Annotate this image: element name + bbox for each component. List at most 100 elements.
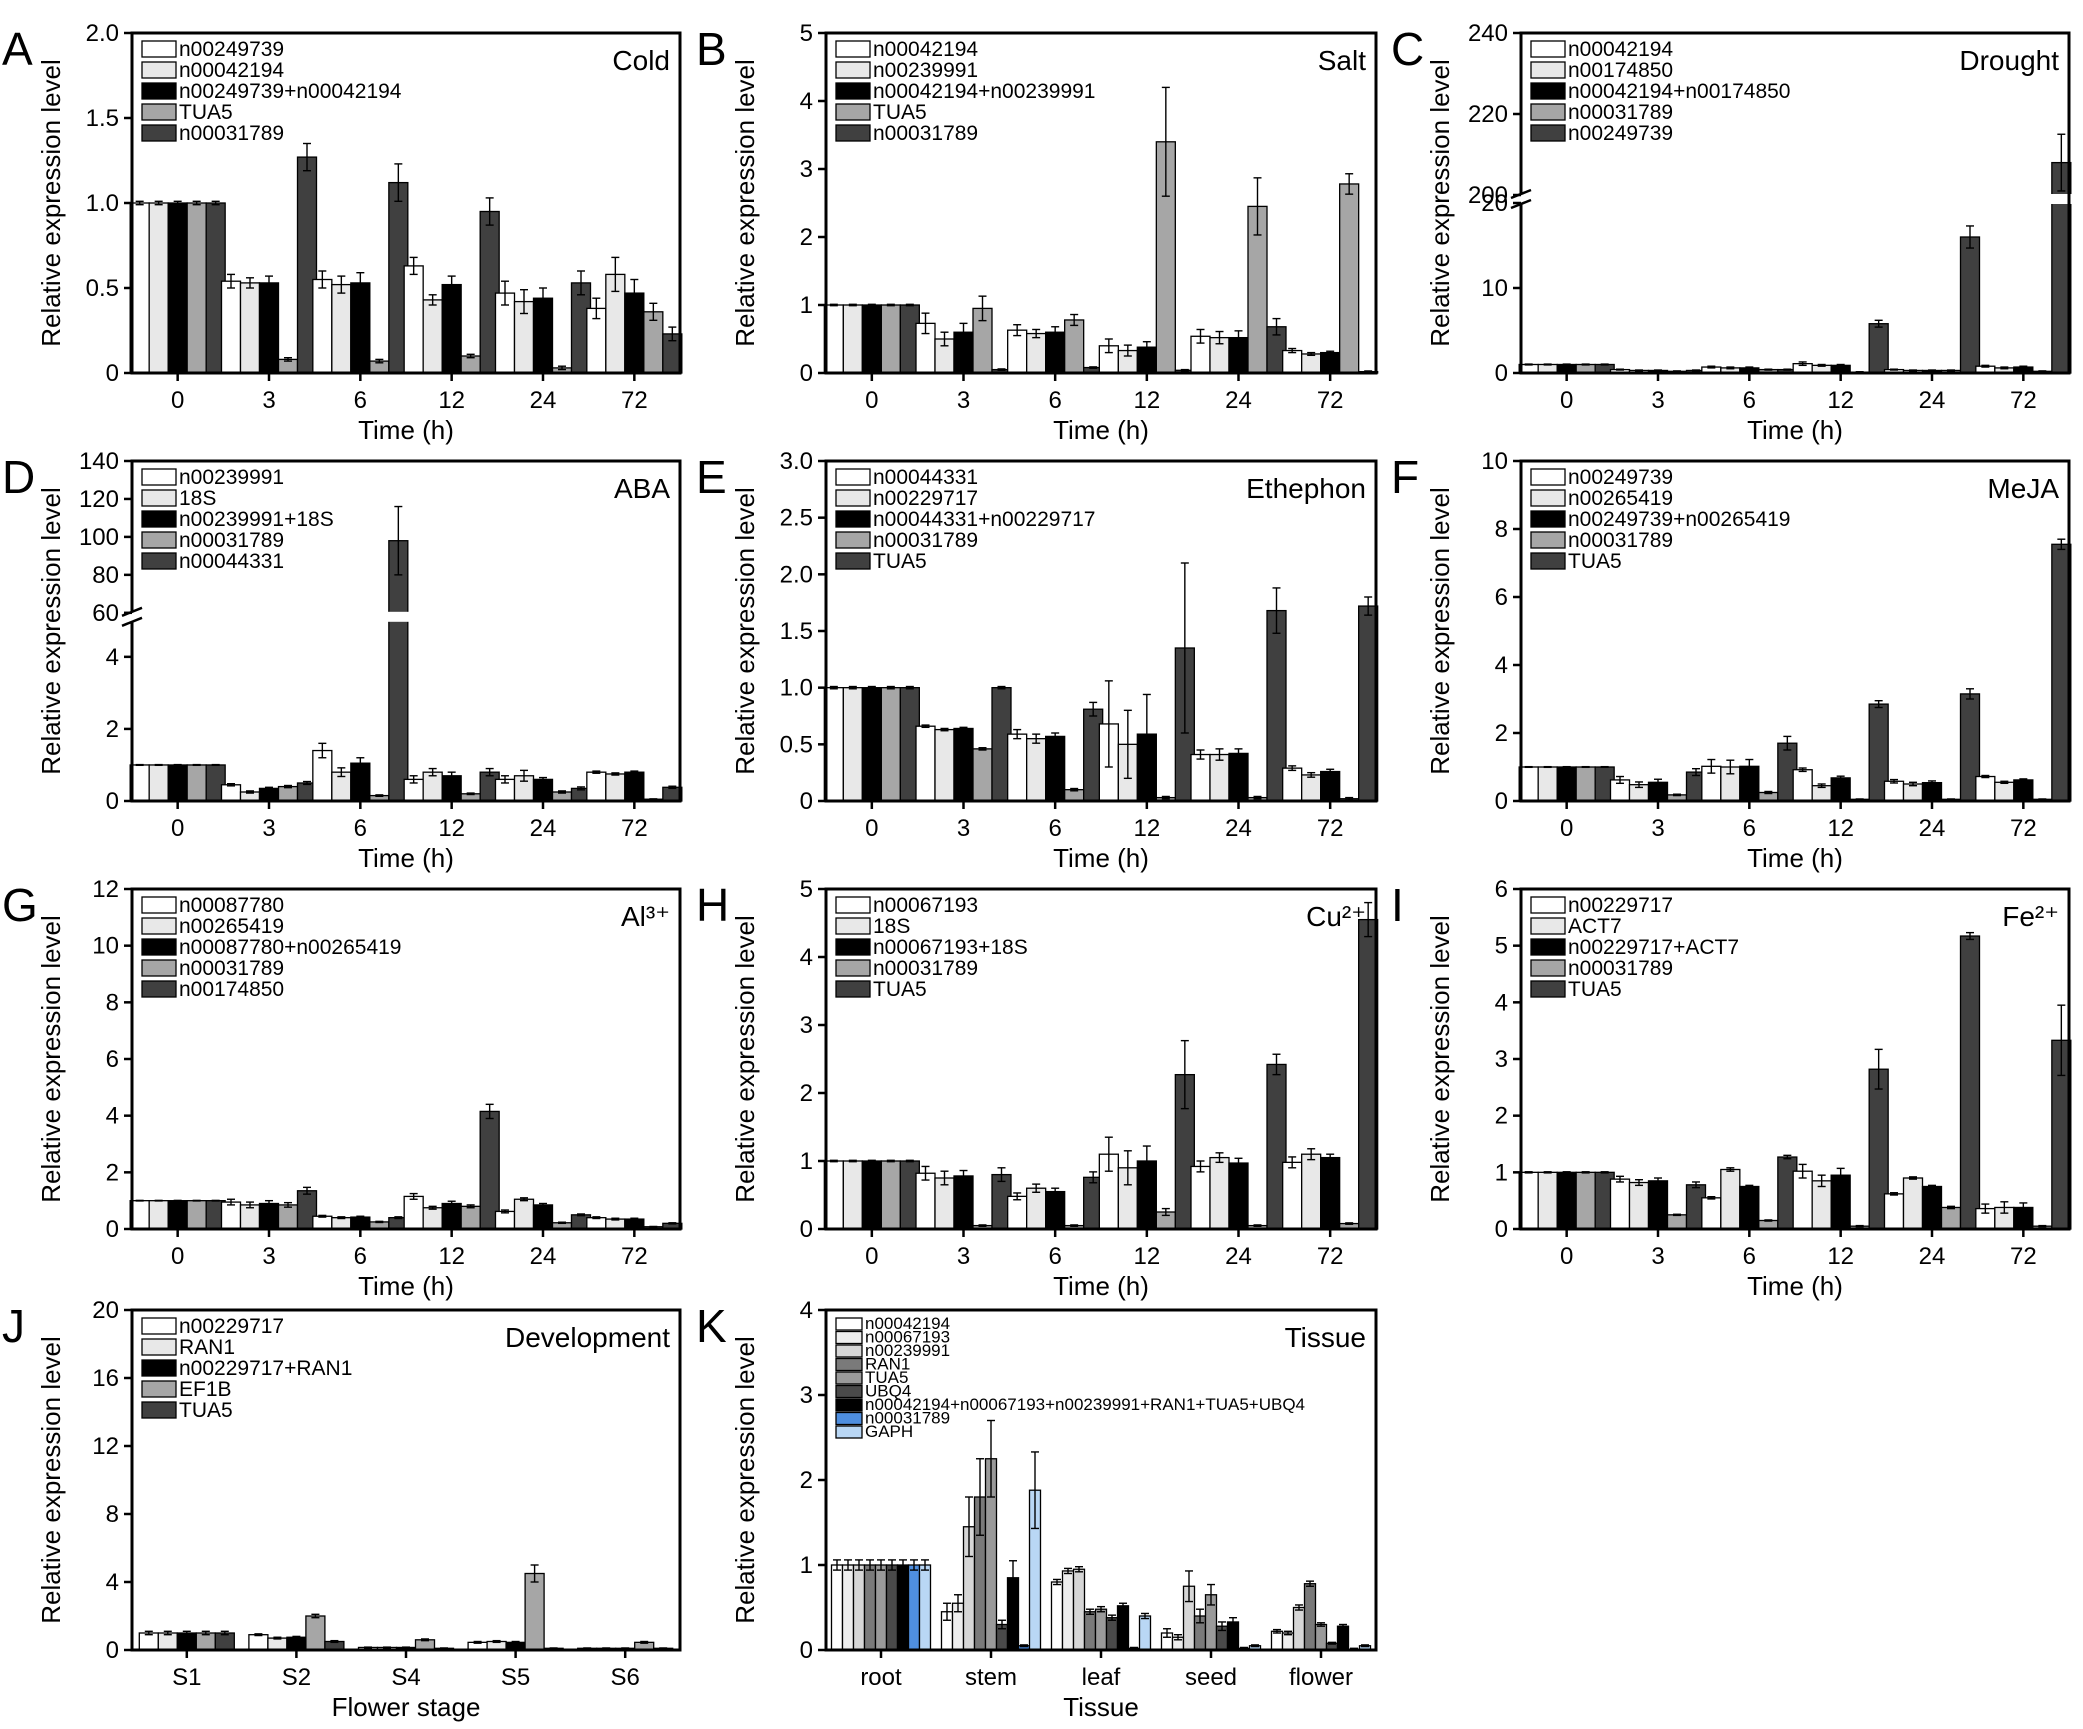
x-tick-label: 6 [354,815,367,842]
x-tick-label: 6 [1743,1243,1756,1270]
bar-B-n00239991-72 [1301,353,1322,374]
legend-label: n00042194 [873,38,978,61]
y-tick-label: 4 [1495,989,1508,1016]
x-tick-label: 3 [1651,815,1664,842]
bar-I-n00229717+ACT7-24 [1921,1185,1943,1230]
legend-swatch [835,1411,863,1426]
legend-swatch [835,1371,863,1385]
bar-E-n00031789-3 [972,748,993,802]
legend-label: n00031789 [1568,957,1673,980]
y-tick-label: 12 [92,876,119,903]
bar-G-n00265419-12 [422,1207,443,1230]
bar-I-n00031789-0 [1575,1171,1596,1230]
y-tick-label: 2.5 [780,505,813,532]
y-tick-label: 1 [800,292,813,319]
x-tick-label: 12 [1827,387,1854,414]
y-axis-label: Relative expression level [36,1336,66,1624]
bar-F-n00265419-72 [1994,781,2015,802]
bar-K-GAPH-leaf [1138,1615,1152,1651]
legend-label: RAN1 [179,1336,235,1359]
legend-label: n00042194+n00239991 [873,80,1096,103]
x-tick-label: 6 [354,1243,367,1270]
legend-swatch [835,1330,863,1345]
y-tick-label: 200 [1468,182,1508,209]
bar-K-n00042194+n00067193+n00239991+RAN1+TUA5+UBQ4-root [896,1564,910,1651]
bar-H-18S-6 [1026,1187,1047,1230]
bars-D [129,505,683,802]
y-tick-label: 1.5 [780,618,813,645]
break-gap [387,611,409,622]
bar-A-n00249739+n00042194-6 [350,282,371,374]
bar-A-n00249739+n00042194-0 [167,202,188,374]
x-axis-label: Flower stage [332,1692,481,1722]
y-tick-label: 4 [800,944,813,971]
legend-label: n00249739 [179,38,284,61]
legend-label: n00229717+RAN1 [179,1357,352,1380]
legend-swatch [141,510,177,528]
panel-E: 0 0.5 1.0 1.5 2.0 2.5 3.0 0 3 6 12 24 72 Time (h) Rela… [696,448,1379,873]
legend-label: n00174850 [179,978,284,1001]
x-tick-label: 0 [1560,387,1573,414]
bar-K-UBQ4-leaf [1105,1617,1119,1651]
bar-I-n00229717-12 [1792,1170,1813,1230]
bar-I-n00031789-3 [1666,1214,1688,1230]
y-tick-label: 4 [800,88,813,115]
legend-swatch [835,959,871,977]
y-tick-label: 2 [106,1159,119,1186]
bar-I-n00229717+ACT7-0 [1556,1171,1577,1230]
bar-F-n00249739-72 [1975,775,1996,802]
x-tick-label: 6 [1743,387,1756,414]
x-tick-label: 12 [438,387,465,414]
y-tick-label: 2 [106,716,119,743]
y-tick-label: 20 [1481,190,1508,217]
legend-label: n00031789 [873,957,978,980]
y-tick-label: 2 [800,1080,813,1107]
bar-E-n00044331-6 [1007,733,1028,802]
condition-title: MeJA [1987,473,2059,504]
legend-swatch [835,510,871,528]
plot-frame-F [1519,459,2071,803]
axis-break-mark [121,616,143,627]
x-tick-label: 12 [438,815,465,842]
y-tick-label: 6 [1495,584,1508,611]
bar-D-n00239991-72 [586,771,607,802]
x-tick-label: 24 [1919,815,1946,842]
x-tick-label: 24 [1919,387,1946,414]
legend-label: TUA5 [873,101,927,124]
legend-label: n00031789 [873,122,978,145]
legend-label: n00042194 [1568,38,1673,61]
bar-B-TUA5-0 [880,304,901,374]
legend-label: n00174850 [1568,59,1673,82]
y-tick-label: 0.5 [86,275,119,302]
condition-title: Cu²⁺ [1306,901,1366,932]
y-tick-label: 6 [1495,876,1508,903]
legend-label: n00044331 [873,466,978,489]
panel-letter: I [1391,879,1404,931]
legend-swatch [141,1359,177,1377]
legend-swatch [835,1384,863,1399]
bar-J-RAN1-S2 [267,1637,288,1651]
x-tick-label: S6 [611,1664,640,1691]
y-tick-label: 12 [92,1433,119,1460]
legend-swatch [835,489,871,507]
condition-title: Al³⁺ [621,901,670,932]
bar-K-UBQ4-root [885,1564,899,1651]
legend-swatch [835,917,871,935]
y-tick-label: 4 [106,644,119,671]
bar-H-18S-0 [842,1160,863,1230]
legend-swatch [141,61,177,79]
y-tick-label: 1 [1495,1159,1508,1186]
bar-G-n00087780-72 [586,1217,607,1230]
bar-B-n00042194+n00239991-0 [861,304,882,374]
panel-K: 0 1 2 3 4 root stem leaf seed flower Tissue Relativ… [696,1297,1378,1722]
x-tick-label: root [860,1664,902,1691]
bar-G-n00031789-3 [277,1204,299,1230]
legend-label: n00042194 [179,59,284,82]
plot-frame-H [824,887,1378,1231]
x-tick-label: 0 [865,815,878,842]
bars-C [1518,133,2072,374]
y-axis-label: Relative expression level [730,1336,760,1624]
bar-J-EF1B-S5 [524,1572,545,1651]
bar-G-n00087780+n00265419-12 [441,1202,462,1230]
